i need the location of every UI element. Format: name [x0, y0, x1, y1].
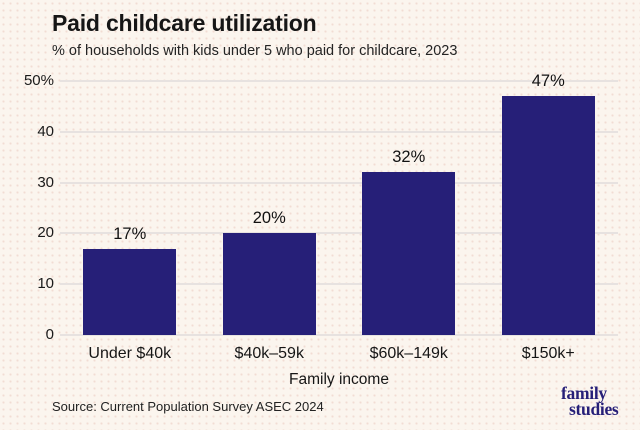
- plot-area: 17% 20% 32% 47%: [60, 72, 619, 336]
- y-axis-tick-label: 40: [37, 122, 54, 140]
- chart-subtitle: % of households with kids under 5 who pa…: [52, 43, 458, 59]
- y-axis-tick-label: 0: [45, 326, 54, 343]
- x-axis-title: Family income: [289, 371, 389, 388]
- family-studies-logo: family studies: [561, 383, 619, 419]
- bar-slot: 17%: [60, 81, 200, 335]
- bar--40k-59k: 20%: [222, 209, 316, 335]
- logo-word-studies: studies: [569, 398, 619, 419]
- logo-word-family: family: [561, 383, 607, 403]
- bar-slot: 32%: [339, 81, 479, 335]
- bar-under-40k: 17%: [83, 225, 177, 335]
- bars-group: 17% 20% 32% 47%: [60, 72, 619, 335]
- gridline-y20: [60, 232, 618, 235]
- x-axis-tick-label: Under $40k: [88, 345, 172, 362]
- y-axis-tick-label: 20: [37, 224, 54, 242]
- gridline-y30: [60, 181, 618, 184]
- y-axis-tick-label: 50%: [23, 72, 54, 89]
- gridline-y10: [60, 283, 618, 286]
- x-axis-tick-labels: Under $40k $40k–59k $60k–149k $150k+: [60, 345, 618, 363]
- gridline-y0: [60, 334, 618, 336]
- bar-value-label: 20%: [252, 209, 286, 228]
- bar-value-label: 17%: [113, 224, 147, 243]
- bar--150k-: 47%: [501, 72, 595, 335]
- x-axis-tick-label: $40k–59k: [234, 345, 304, 362]
- chart-title: Paid childcare utilization: [52, 10, 317, 36]
- x-axis-tick-label: $150k+: [521, 345, 575, 362]
- bar-slot: 47%: [479, 72, 619, 335]
- x-axis-tick-label: $60k–149k: [369, 345, 448, 362]
- bar-value-label: 47%: [531, 72, 565, 91]
- gridline-y40: [60, 130, 618, 133]
- y-axis-tick-label: 10: [37, 275, 54, 293]
- bar--60k-149k: 32%: [362, 148, 456, 335]
- source-note: Source: Current Population Survey ASEC 2…: [52, 399, 324, 414]
- gridline-y50: [60, 80, 618, 82]
- bar-value-label: 32%: [392, 148, 426, 167]
- y-axis-tick-label: 30: [37, 173, 54, 191]
- bar-slot: 20%: [200, 81, 340, 335]
